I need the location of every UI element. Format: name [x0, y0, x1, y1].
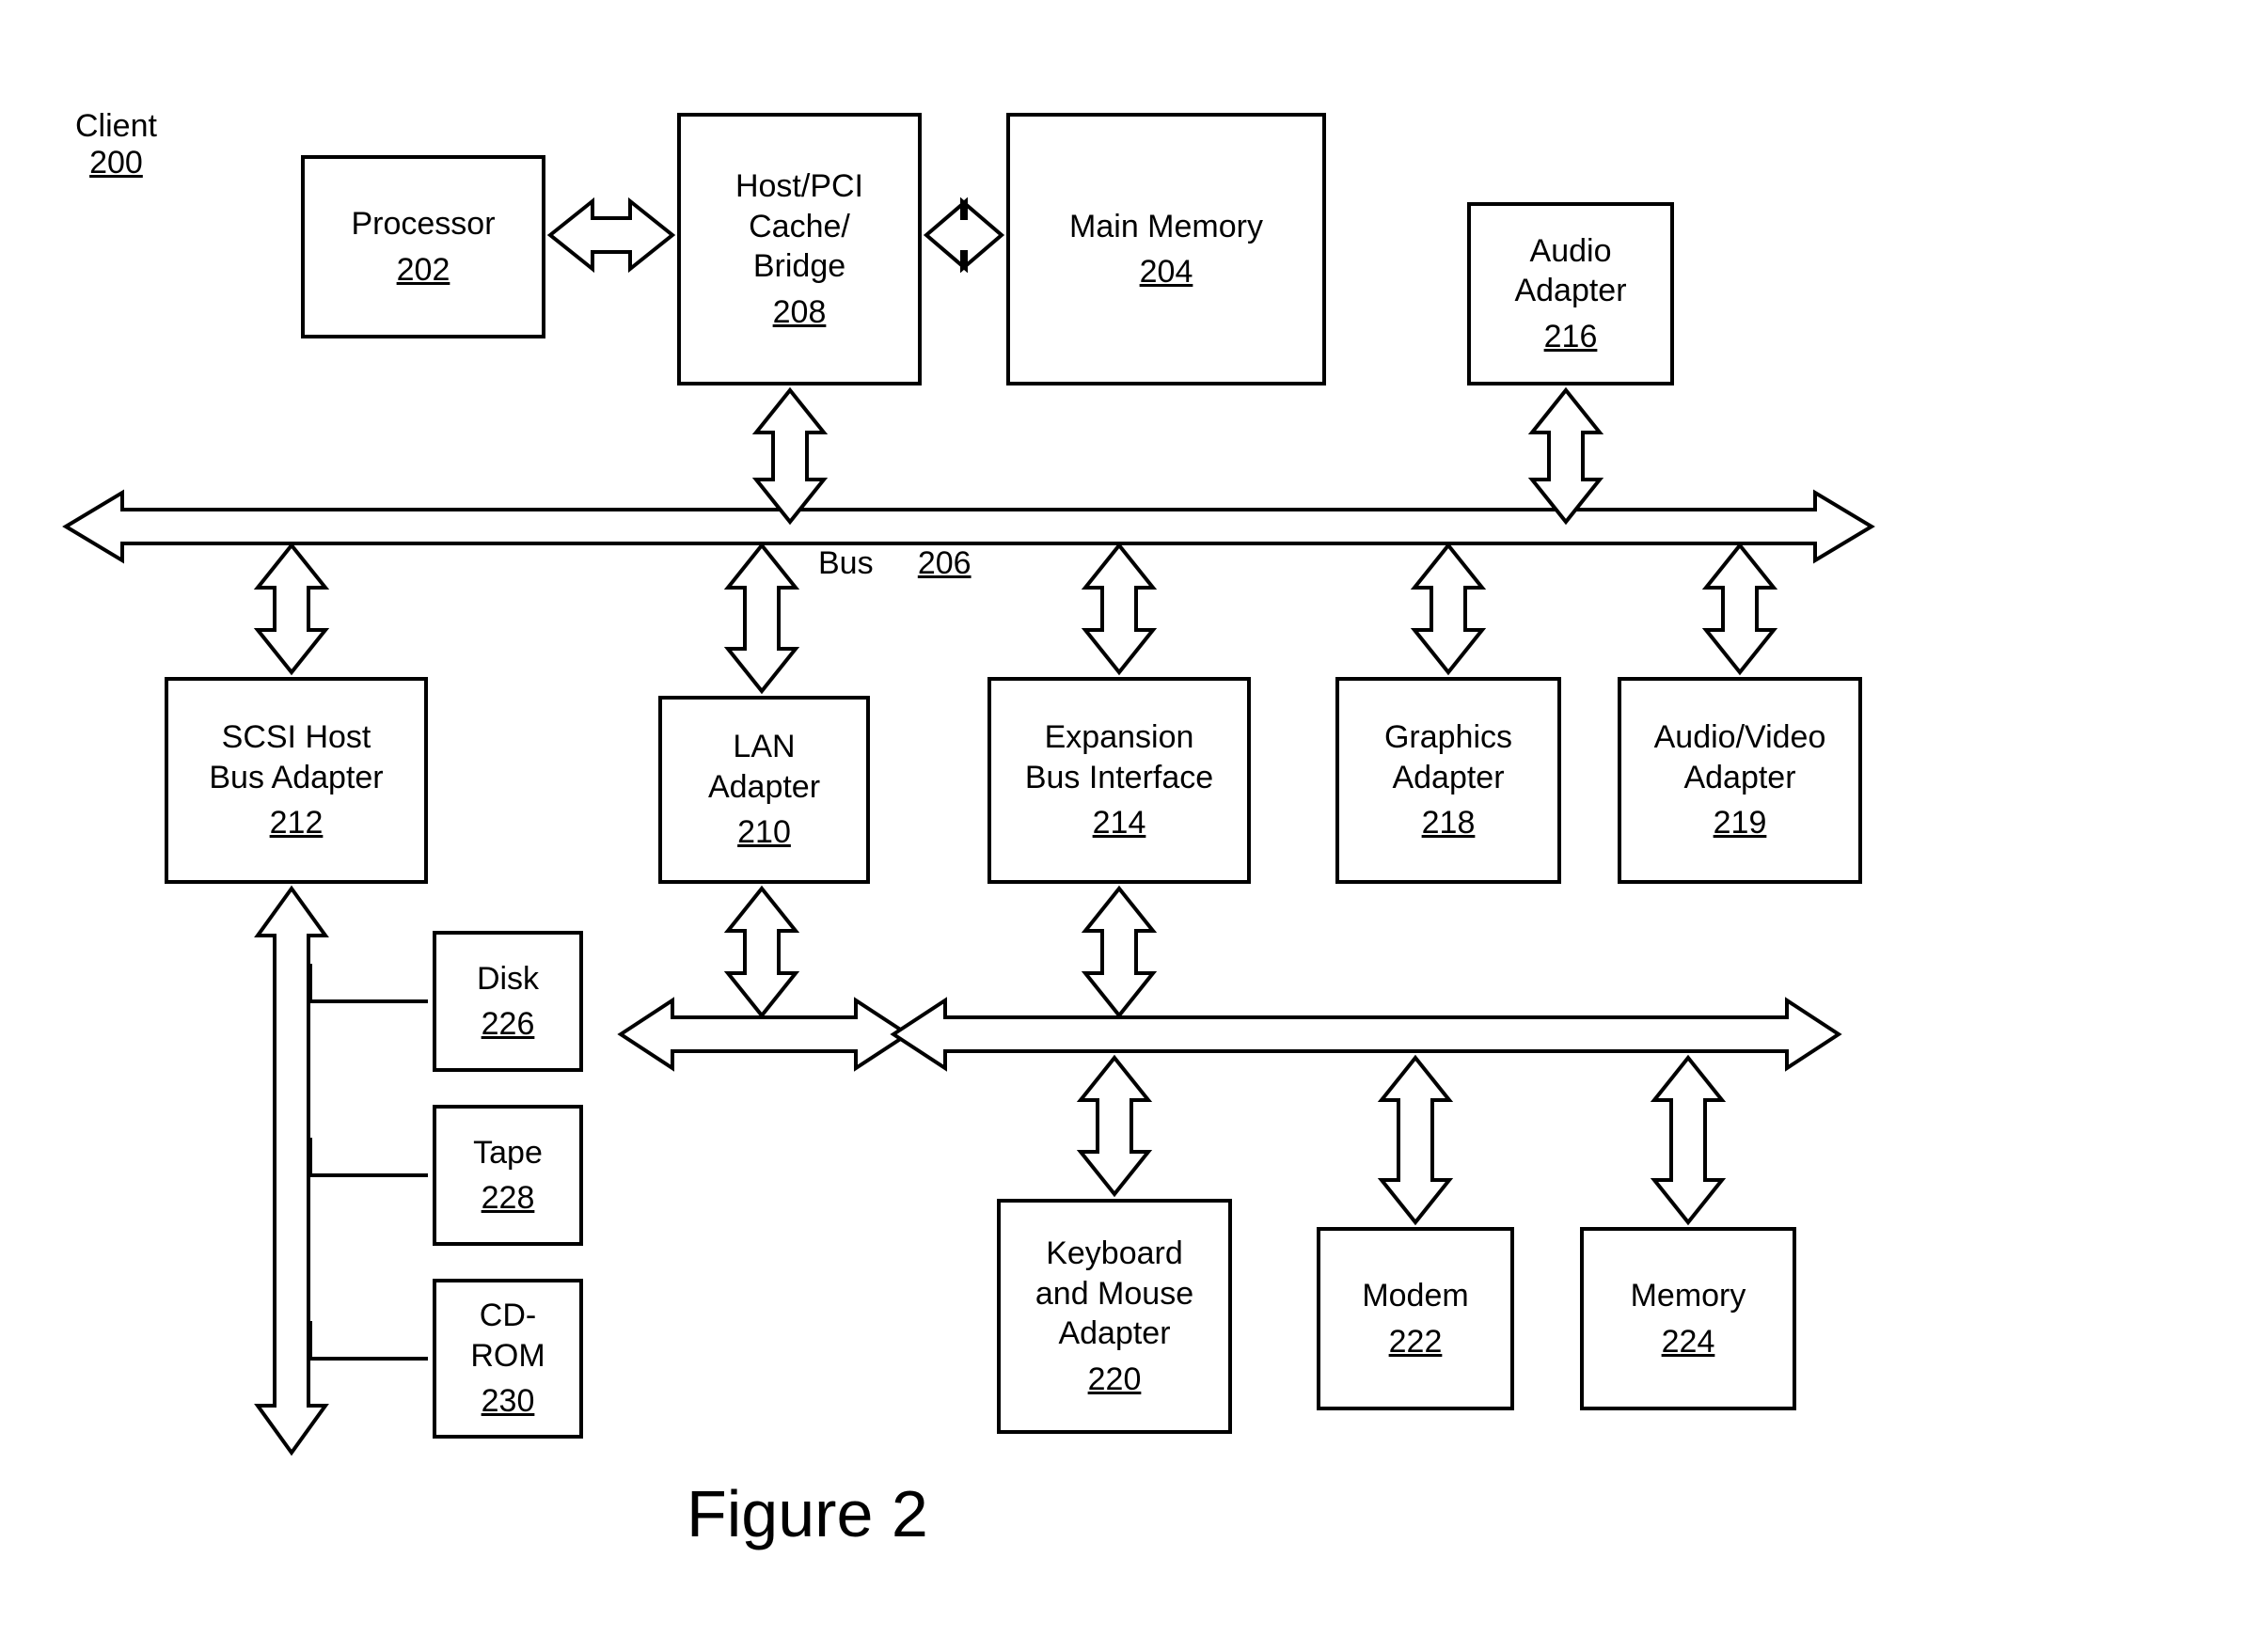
- node-ref: 222: [1389, 1322, 1443, 1362]
- node-label-line: Disk: [477, 959, 539, 999]
- node-label-line: Host/PCI: [735, 166, 863, 207]
- node-label-line: Audio: [1530, 231, 1612, 272]
- node-ref: 208: [773, 292, 827, 333]
- node-label-line: Processor: [351, 204, 495, 244]
- node-main_memory: Main Memory 204: [1006, 113, 1326, 385]
- node-label-line: Graphics: [1384, 717, 1512, 758]
- node-kbd_mouse: Keyboardand MouseAdapter 220: [997, 1199, 1232, 1434]
- node-ref: 230: [482, 1381, 535, 1422]
- node-av_adapter: Audio/VideoAdapter 219: [1618, 677, 1862, 884]
- node-memory: Memory 224: [1580, 1227, 1796, 1410]
- node-label-line: Bus Interface: [1025, 758, 1213, 798]
- node-label-line: Bus Adapter: [209, 758, 383, 798]
- node-audio_adapter: AudioAdapter 216: [1467, 202, 1674, 385]
- diagram-canvas: Client200 Bus 206 Figure 2 Processor202H…: [0, 0, 2259, 1652]
- node-label-line: Expansion: [1045, 717, 1194, 758]
- node-lan: LANAdapter210: [658, 696, 870, 884]
- node-processor: Processor 202: [301, 155, 545, 338]
- node-label-line: Adapter: [1514, 271, 1626, 311]
- node-ref: 218: [1422, 803, 1476, 843]
- node-label-line: Bridge: [753, 246, 845, 287]
- node-label-line: Keyboard: [1046, 1234, 1183, 1274]
- node-ref: 216: [1544, 317, 1598, 357]
- node-ref: 202: [397, 250, 450, 291]
- node-label-line: CD-: [480, 1296, 536, 1336]
- node-label-line: Audio/Video: [1654, 717, 1826, 758]
- node-tape: Tape 228: [433, 1105, 583, 1246]
- node-label-line: Adapter: [708, 767, 820, 808]
- node-ref: 204: [1140, 252, 1193, 292]
- node-label-line: Tape: [473, 1133, 543, 1173]
- node-modem: Modem 222: [1317, 1227, 1514, 1410]
- node-label-line: Modem: [1362, 1276, 1468, 1316]
- node-ref: 224: [1662, 1322, 1715, 1362]
- node-ref: 226: [482, 1004, 535, 1045]
- node-expansion: ExpansionBus Interface 214: [987, 677, 1251, 884]
- node-label-line: Adapter: [1392, 758, 1504, 798]
- node-label-line: Cache/: [749, 207, 850, 247]
- node-label-line: Adapter: [1058, 1314, 1170, 1354]
- node-label-line: ROM: [470, 1336, 545, 1377]
- node-ref: 214: [1093, 803, 1146, 843]
- node-label-line: Memory: [1631, 1276, 1746, 1316]
- node-host_pci: Host/PCICache/Bridge 208: [677, 113, 922, 385]
- node-ref: 220: [1088, 1360, 1142, 1400]
- node-ref: 219: [1714, 803, 1767, 843]
- node-graphics: GraphicsAdapter 218: [1335, 677, 1561, 884]
- node-scsi: SCSI HostBus Adapter 212: [165, 677, 428, 884]
- node-ref: 210: [737, 812, 791, 853]
- node-label-line: SCSI Host: [222, 717, 371, 758]
- node-label-line: and Mouse: [1035, 1274, 1193, 1314]
- node-label-line: Adapter: [1683, 758, 1795, 798]
- node-disk: Disk 226: [433, 931, 583, 1072]
- node-label-line: Main Memory: [1069, 207, 1263, 247]
- node-ref: 212: [270, 803, 324, 843]
- node-label-line: LAN: [733, 727, 795, 767]
- node-cdrom: CD-ROM230: [433, 1279, 583, 1439]
- node-ref: 228: [482, 1178, 535, 1219]
